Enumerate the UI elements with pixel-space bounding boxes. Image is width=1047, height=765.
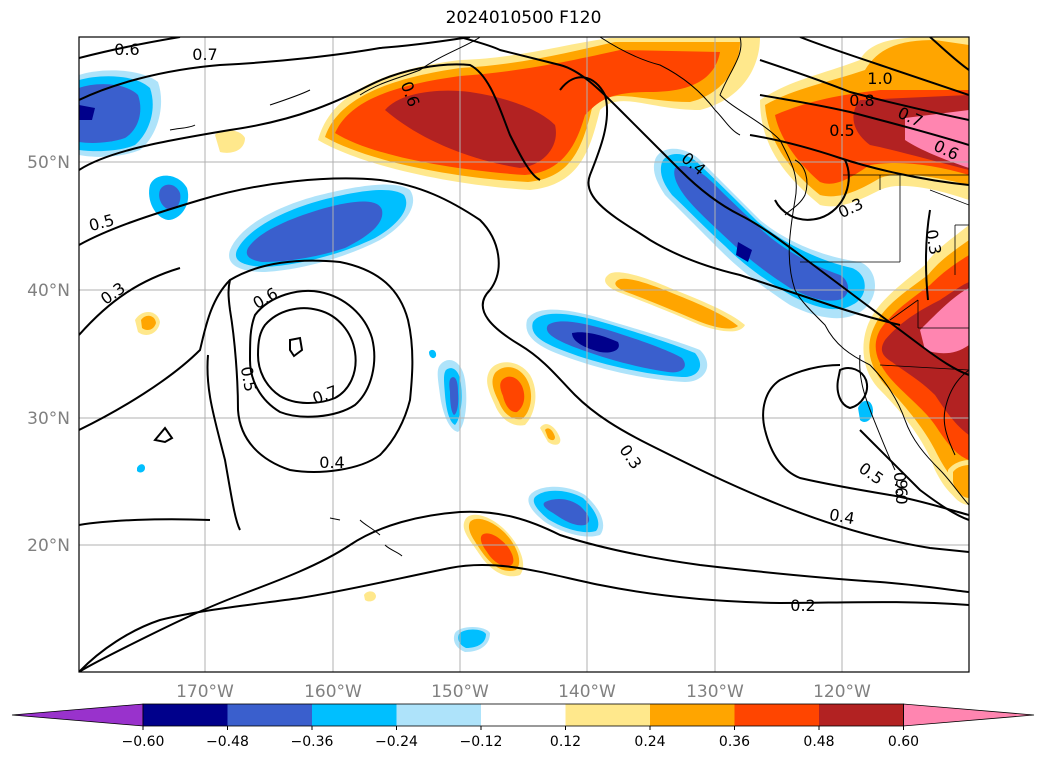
- anomaly-negative-pacific-nw-core: [674, 165, 849, 301]
- colorbar-segment: [396, 704, 482, 726]
- longitude-labels: 170°W 160°W 150°W 140°W 130°W 120°W: [176, 682, 871, 702]
- lon-label-160w: 160°W: [304, 682, 362, 702]
- anomaly-negative-small-west-core: [159, 184, 181, 210]
- contour-label: 0.7: [310, 382, 340, 409]
- colorbar-tick-label: 0.24: [634, 734, 665, 750]
- lat-label-20n: 20°N: [27, 536, 70, 556]
- contour-label: 0.5: [87, 210, 117, 235]
- colorbar-tick-label: 0.12: [550, 734, 581, 750]
- colorbar-frame: [142, 703, 904, 727]
- anomaly-positive-dot-north: [215, 130, 245, 153]
- lat-label-40n: 40°N: [27, 281, 70, 301]
- anomaly-negative-subtropical-core: [543, 498, 590, 526]
- contour-label: 0.6: [114, 40, 139, 59]
- lon-label-140w: 140°W: [558, 682, 616, 702]
- contour-label: 0.3: [97, 278, 129, 308]
- anomaly-positive-california-peak: [920, 288, 969, 354]
- anomaly-positive-gulf-alaska-max: [385, 90, 556, 168]
- colorbar-tick-label: −0.12: [460, 734, 503, 750]
- anomaly-positive-subtropical-core: [500, 376, 525, 413]
- colorbar-segment: [650, 704, 735, 726]
- lat-label-50n: 50°N: [27, 153, 70, 173]
- colorbar: −0.60 −0.48 −0.36 −0.24 −0.12 0.12 0.24 0.36 0.4…: [11, 703, 1035, 750]
- contour-label: 0.3: [615, 441, 645, 473]
- contour-lines: [79, 37, 969, 672]
- anomaly-positive-dot-west-inner: [141, 315, 156, 331]
- colorbar-extend-min: [11, 703, 144, 727]
- anomaly-negative-dot-2: [137, 464, 145, 473]
- map-title: 2024010500 F120: [445, 8, 602, 28]
- graticule: [79, 37, 969, 672]
- contour-label: 9.0: [892, 479, 911, 504]
- colorbar-tick-label: −0.60: [122, 734, 165, 750]
- colorbar-tick-label: −0.48: [206, 734, 249, 750]
- contour-label: 0.5: [829, 121, 854, 140]
- anomaly-positive-dot-south-inner: [545, 428, 555, 441]
- colorbar-segment: [819, 704, 904, 726]
- coastlines: [169, 37, 969, 557]
- lon-label-120w: 120°W: [813, 682, 871, 702]
- anomaly-positive-bc-coast-peak: [905, 110, 969, 168]
- anomaly-negative-north-central-core: [246, 201, 383, 262]
- anomaly-negative-narrow-core: [449, 377, 459, 415]
- anomaly-positive-elongated-inner: [615, 278, 738, 329]
- colorbar-extend-max: [903, 703, 1035, 727]
- anomaly-positive-dot-tropic: [364, 591, 376, 602]
- colorbar-tick-label: −0.36: [291, 734, 334, 750]
- anomaly-negative-dot-1: [858, 400, 873, 422]
- colorbar-tick-label: 0.60: [888, 734, 919, 750]
- colorbar-segment: [734, 704, 820, 726]
- contour-label: 0.7: [192, 45, 217, 64]
- lon-label-150w: 150°W: [431, 682, 489, 702]
- contour-label: 0.6: [249, 284, 281, 313]
- contour-label: 0.5: [855, 458, 887, 488]
- anomaly-negative-dot-3: [429, 349, 437, 359]
- state-borders: [800, 174, 969, 371]
- contour-label: 0.4: [828, 505, 856, 528]
- colorbar-segment: [227, 704, 313, 726]
- contour-label: 0.6: [890, 471, 911, 498]
- map-frame: [78, 36, 970, 673]
- contour-label: 0.8: [849, 91, 874, 110]
- colorbar-segment: [312, 704, 397, 726]
- lat-label-30n: 30°N: [27, 409, 70, 429]
- contour-label: 0.2: [790, 596, 815, 615]
- anomaly-positive-hawaii-core: [480, 533, 514, 567]
- colorbar-tick-label: −0.24: [375, 734, 418, 750]
- anomaly-negative-far-west-max: [79, 105, 95, 120]
- anomaly-negative-far-west-core: [79, 84, 141, 143]
- colorbar-tick-label: 0.48: [803, 734, 834, 750]
- colorbar-segment: [481, 704, 566, 726]
- anomaly-negative-tropical-inner: [458, 629, 486, 648]
- colorbar-segment: [143, 704, 228, 726]
- map-plot-area: 0.6 0.7 0.6 0.5 0.3 0.6 0.5 0.7 0.4 0.3 …: [79, 37, 969, 672]
- anomaly-negative-pacific-nw-max: [736, 242, 752, 262]
- colorbar-tick-label: 0.36: [719, 734, 750, 750]
- contour-label: 1.0: [867, 69, 892, 88]
- colorbar-segment: [565, 704, 651, 726]
- lon-label-130w: 130°W: [686, 682, 744, 702]
- latitude-labels: 50°N 40°N 30°N 20°N: [27, 153, 70, 556]
- contour-label: 0.3: [922, 228, 945, 256]
- lon-label-170w: 170°W: [176, 682, 234, 702]
- contour-label: 0.5: [237, 365, 260, 393]
- anomaly-negative-central-max: [572, 332, 619, 353]
- contour-label: 0.4: [319, 453, 344, 472]
